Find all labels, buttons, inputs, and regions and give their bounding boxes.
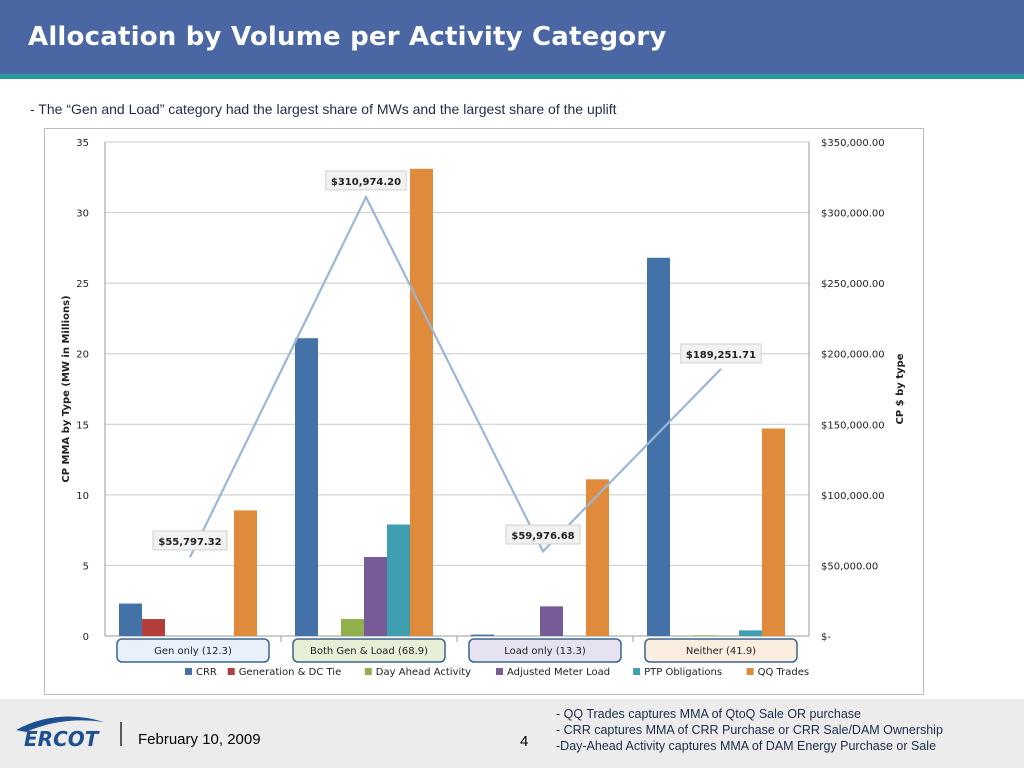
legend-swatch [746, 668, 754, 675]
data-label: $59,976.68 [511, 531, 574, 542]
data-label-box [680, 343, 762, 364]
y2-tick-label: $50,000.00 [821, 561, 878, 572]
y-tick-label: 20 [76, 350, 89, 361]
data-label: $189,251.71 [686, 350, 756, 361]
y-tick-label: 5 [83, 561, 89, 572]
y-axis-title: CP MMA by Type (MW in Millions) [61, 295, 72, 482]
ercot-logo: ERCOT [12, 712, 112, 757]
y2-tick-label: $100,000.00 [821, 491, 885, 502]
footer-date: February 10, 2009 [138, 731, 261, 748]
legend-swatch [633, 668, 641, 675]
slide-subtitle: - The “Gen and Load” category had the la… [30, 101, 617, 117]
bar [341, 619, 364, 636]
footer-divider [120, 722, 122, 746]
y-tick-label: 0 [83, 632, 89, 643]
y2-tick-label: $150,000.00 [821, 420, 885, 431]
footnotes: - QQ Trades captures MMA of QtoQ Sale OR… [556, 706, 943, 754]
y2-axis-title: CP $ by type [895, 353, 906, 424]
bar [540, 606, 563, 636]
line-series-cp [189, 194, 722, 558]
category-box [468, 638, 622, 663]
legend-label: CRR [196, 667, 217, 678]
y2-tick-label: $200,000.00 [821, 350, 885, 361]
footnote-crr: - CRR captures MMA of CRR Purchase or CR… [556, 723, 943, 737]
category-label: Gen only (12.3) [154, 646, 232, 657]
y-tick-label: 15 [76, 420, 89, 431]
legend-label: QQ Trades [758, 667, 810, 678]
category-box [292, 638, 446, 663]
bar [234, 510, 257, 636]
bar [647, 257, 670, 636]
legend-label: PTP Obligations [644, 667, 722, 678]
bar [762, 428, 785, 636]
legend-label: Adjusted Meter Load [507, 667, 610, 678]
data-label: $55,797.32 [158, 537, 221, 548]
category-label: Load only (13.3) [504, 646, 586, 657]
legend-swatch [364, 668, 372, 675]
bar [119, 603, 142, 636]
y2-tick-label: $350,000.00 [821, 138, 885, 149]
category-box [116, 638, 270, 663]
data-label-box [505, 524, 581, 545]
title-stripe [0, 74, 1024, 79]
bar [410, 168, 433, 636]
bar [586, 479, 609, 636]
category-label: Both Gen & Load (68.9) [310, 646, 428, 657]
legend-swatch [227, 668, 235, 675]
bar [739, 630, 762, 636]
combo-chart: 0 5 10 15 20 25 30 35 $- $50,000.00 $100,000.00 $15… [61, 138, 906, 678]
logo-text: ERCOT [24, 727, 100, 751]
legend-swatch [496, 668, 503, 675]
category-label: Neither (41.9) [686, 646, 756, 657]
y-tick-label: 30 [76, 209, 89, 220]
chart-frame: 0 5 10 15 20 25 30 35 $- $50,000.00 $100,000.00 $15… [44, 128, 924, 695]
legend-label: Generation & DC Tie [239, 667, 342, 678]
title-bar [0, 0, 1024, 74]
slide-title: Allocation by Volume per Activity Catego… [28, 22, 667, 52]
y2-tick-label: $250,000.00 [821, 279, 885, 290]
bar [295, 338, 318, 636]
y-tick-label: 10 [76, 491, 89, 502]
footer-bar [0, 699, 1024, 768]
data-label-box [152, 530, 228, 551]
y-tick-label: 35 [76, 138, 89, 149]
data-label: $310,974.20 [331, 177, 401, 188]
footnote-day-ahead: -Day-Ahead Activity captures MMA of DAM … [556, 739, 937, 753]
y2-tick-label: $300,000.00 [821, 209, 885, 220]
bar [364, 556, 387, 636]
y2-tick-label: $- [821, 632, 831, 643]
bar [693, 635, 716, 637]
page-number: 4 [520, 733, 529, 750]
bar [142, 619, 165, 636]
footnote-qq-trades: - QQ Trades captures MMA of QtoQ Sale OR… [556, 707, 861, 721]
category-box [644, 638, 798, 663]
y-tick-label: 25 [76, 279, 89, 290]
legend-label: Day Ahead Activity [376, 667, 471, 678]
bar [387, 524, 410, 636]
bar [471, 634, 494, 636]
data-label-box [325, 170, 407, 191]
legend-swatch [185, 668, 192, 675]
